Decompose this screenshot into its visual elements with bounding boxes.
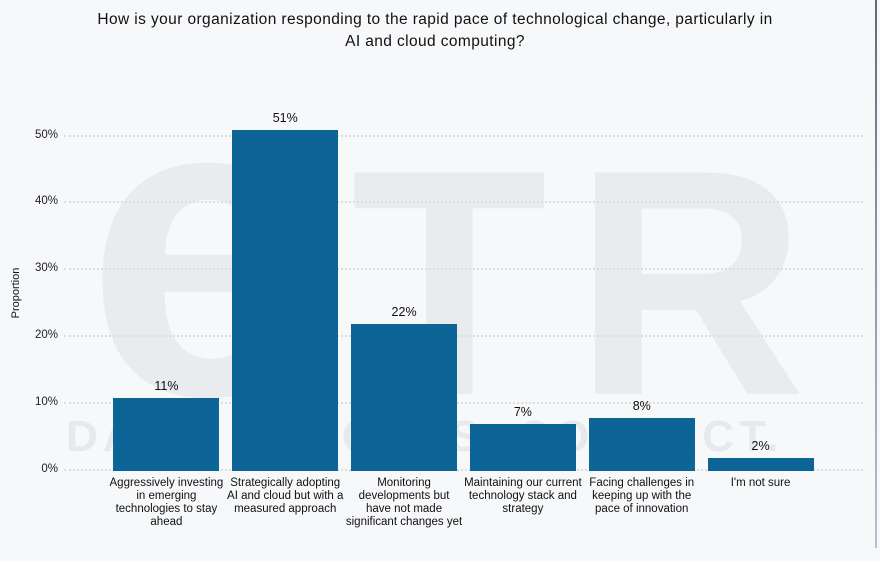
- bar-value-label: 7%: [513, 405, 532, 420]
- bar: [469, 424, 576, 471]
- gridline: [64, 134, 863, 137]
- plot-area: 11% 51% 22% 7% 8% 2%: [64, 100, 863, 471]
- bar-value-label: 8%: [632, 398, 651, 413]
- category-label-text: Maintaining our current technology stack…: [464, 477, 582, 515]
- gridline: [64, 401, 863, 404]
- bar: [351, 324, 458, 471]
- category-label: Monitoring developments but have not mad…: [345, 477, 464, 529]
- y-tick-label: 10%: [34, 395, 58, 408]
- y-tick-label: 0%: [41, 462, 58, 475]
- gridline: [64, 201, 863, 204]
- y-tick-label: 30%: [34, 262, 58, 275]
- category-label: Facing challenges in keeping up with the…: [582, 477, 701, 529]
- category-label-text: Strategically adopting AI and cloud but …: [227, 477, 344, 515]
- category-label: I'm not sure: [701, 477, 820, 529]
- y-tick-label: 40%: [34, 195, 58, 208]
- category-label-text: I'm not sure: [730, 477, 791, 489]
- bar-value-label: 22%: [391, 305, 417, 320]
- category-label: Maintaining our current technology stack…: [463, 477, 582, 529]
- category-label: Aggressively investing in emerging techn…: [107, 477, 226, 529]
- bar: [707, 457, 814, 471]
- category-label-text: Facing challenges in keeping up with the…: [589, 477, 695, 515]
- bars-group: 11% 51% 22% 7% 8% 2%: [107, 100, 820, 471]
- bar-column: 51%: [226, 100, 345, 471]
- bar-value-label: 11%: [154, 378, 179, 393]
- y-tick-label: 50%: [34, 128, 58, 141]
- scrollbar-line: [875, 0, 877, 548]
- bar-value-label: 51%: [272, 111, 298, 126]
- chart-title-line2: AI and cloud computing?: [345, 33, 525, 50]
- category-label-text: Aggressively investing in emerging techn…: [109, 477, 224, 528]
- chart-title: How is your organization responding to t…: [0, 9, 870, 53]
- bar-value-label: 2%: [751, 438, 770, 453]
- bar: [232, 130, 339, 471]
- bar-column: 11%: [107, 100, 226, 471]
- bar-column: 7%: [463, 100, 582, 471]
- gridline: [64, 268, 863, 271]
- y-tick-label: 20%: [34, 328, 58, 341]
- category-label: Strategically adopting AI and cloud but …: [226, 477, 345, 529]
- chart-title-line1: How is your organization responding to t…: [97, 11, 773, 28]
- bar-column: 8%: [582, 100, 701, 471]
- bar-column: 22%: [345, 100, 464, 471]
- category-label-text: Monitoring developments but have not mad…: [345, 477, 463, 528]
- category-labels: Aggressively investing in emerging techn…: [107, 477, 820, 529]
- bar-column: 2%: [701, 100, 820, 471]
- bar: [588, 417, 695, 471]
- gridline: [64, 334, 863, 337]
- gridline: [64, 468, 863, 471]
- bar: [113, 397, 220, 471]
